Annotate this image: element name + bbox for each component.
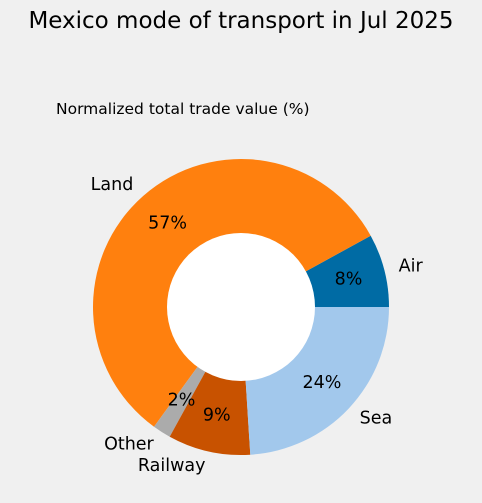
slice-label-sea: Sea: [360, 408, 393, 428]
slice-percent-air: 8%: [335, 269, 363, 289]
slice-label-railway: Railway: [138, 456, 206, 476]
slice-percent-railway: 9%: [203, 405, 231, 425]
chart-title: Mexico mode of transport in Jul 2025: [28, 8, 453, 34]
slice-label-land: Land: [91, 175, 134, 195]
chart-subtitle: Normalized total trade value (%): [56, 100, 310, 118]
slice-percent-sea: 24%: [302, 373, 341, 393]
slice-percent-other: 2%: [168, 391, 196, 411]
pie-labels: Air 8% Land 57% Other 2% Railway 9% Sea 24%: [91, 175, 424, 476]
slice-percent-land: 57%: [148, 214, 187, 234]
slice-label-air: Air: [399, 257, 424, 277]
slice-label-other: Other: [104, 434, 154, 454]
donut-hole: [167, 233, 315, 381]
